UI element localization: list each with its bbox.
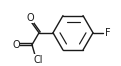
Text: O: O [26, 13, 34, 23]
Text: O: O [12, 40, 20, 50]
Text: F: F [105, 28, 111, 38]
Text: Cl: Cl [33, 55, 43, 65]
